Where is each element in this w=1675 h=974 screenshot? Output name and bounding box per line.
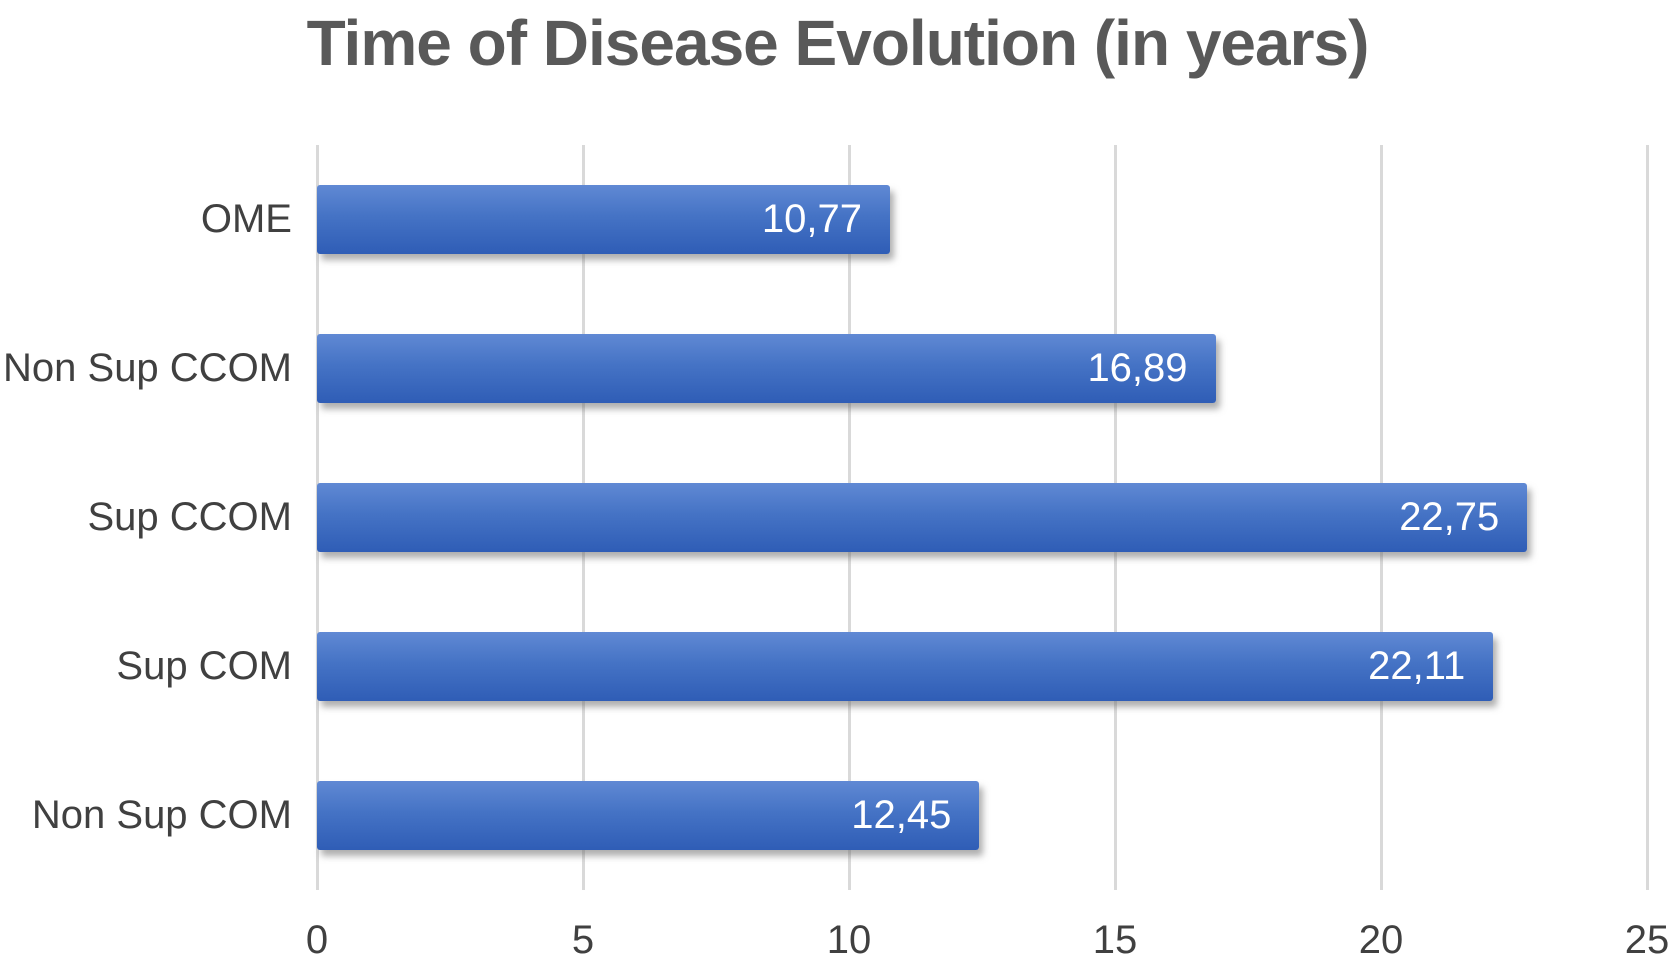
bar-non-sup-com: 12,45 (317, 781, 980, 850)
x-axis-tick-labels: 0 5 10 15 20 25 (306, 918, 1669, 968)
x-tick-label-25: 25 (1624, 918, 1670, 962)
bar-ome: 10,77 (317, 185, 890, 254)
data-label: 10,77 (761, 197, 862, 241)
category-label-non-sup-ccom: Non Sup CCOM (3, 346, 292, 390)
plot-area: 10,77 16,89 22,75 22,11 12,45 (316, 145, 1649, 890)
bar-row: 16,89 (317, 294, 1647, 443)
data-label: 22,75 (1399, 495, 1500, 539)
gridline-x-25 (1646, 145, 1649, 890)
bar-row: 10,77 (317, 145, 1647, 294)
data-label: 16,89 (1087, 346, 1188, 390)
chart-title: Time of Disease Evolution (in years) (306, 7, 1370, 79)
category-label-sup-ccom: Sup CCOM (87, 495, 293, 539)
x-tick-label-10: 10 (826, 918, 872, 962)
category-label-non-sup-com: Non Sup COM (31, 793, 292, 837)
category-label-sup-com: Sup COM (116, 644, 292, 688)
bar-series: 10,77 16,89 22,75 22,11 12,45 (317, 145, 1647, 890)
y-axis-category-labels: OME Non Sup CCOM Sup CCOM Sup COM Non Sup CO… (0, 145, 292, 890)
x-tick-label-15: 15 (1092, 918, 1138, 962)
x-tick-label-0: 0 (305, 918, 329, 962)
x-tick-label-20: 20 (1358, 918, 1404, 962)
bar-row: 12,45 (317, 741, 1647, 890)
bar-row: 22,11 (317, 592, 1647, 741)
x-tick-label-5: 5 (571, 918, 595, 962)
bar-sup-com: 22,11 (317, 632, 1494, 701)
data-label: 12,45 (851, 793, 952, 837)
data-label: 22,11 (1368, 644, 1466, 688)
bar-row: 22,75 (317, 443, 1647, 592)
bar-non-sup-ccom: 16,89 (317, 334, 1216, 403)
category-label-ome: OME (200, 197, 292, 241)
bar-sup-ccom: 22,75 (317, 483, 1528, 552)
